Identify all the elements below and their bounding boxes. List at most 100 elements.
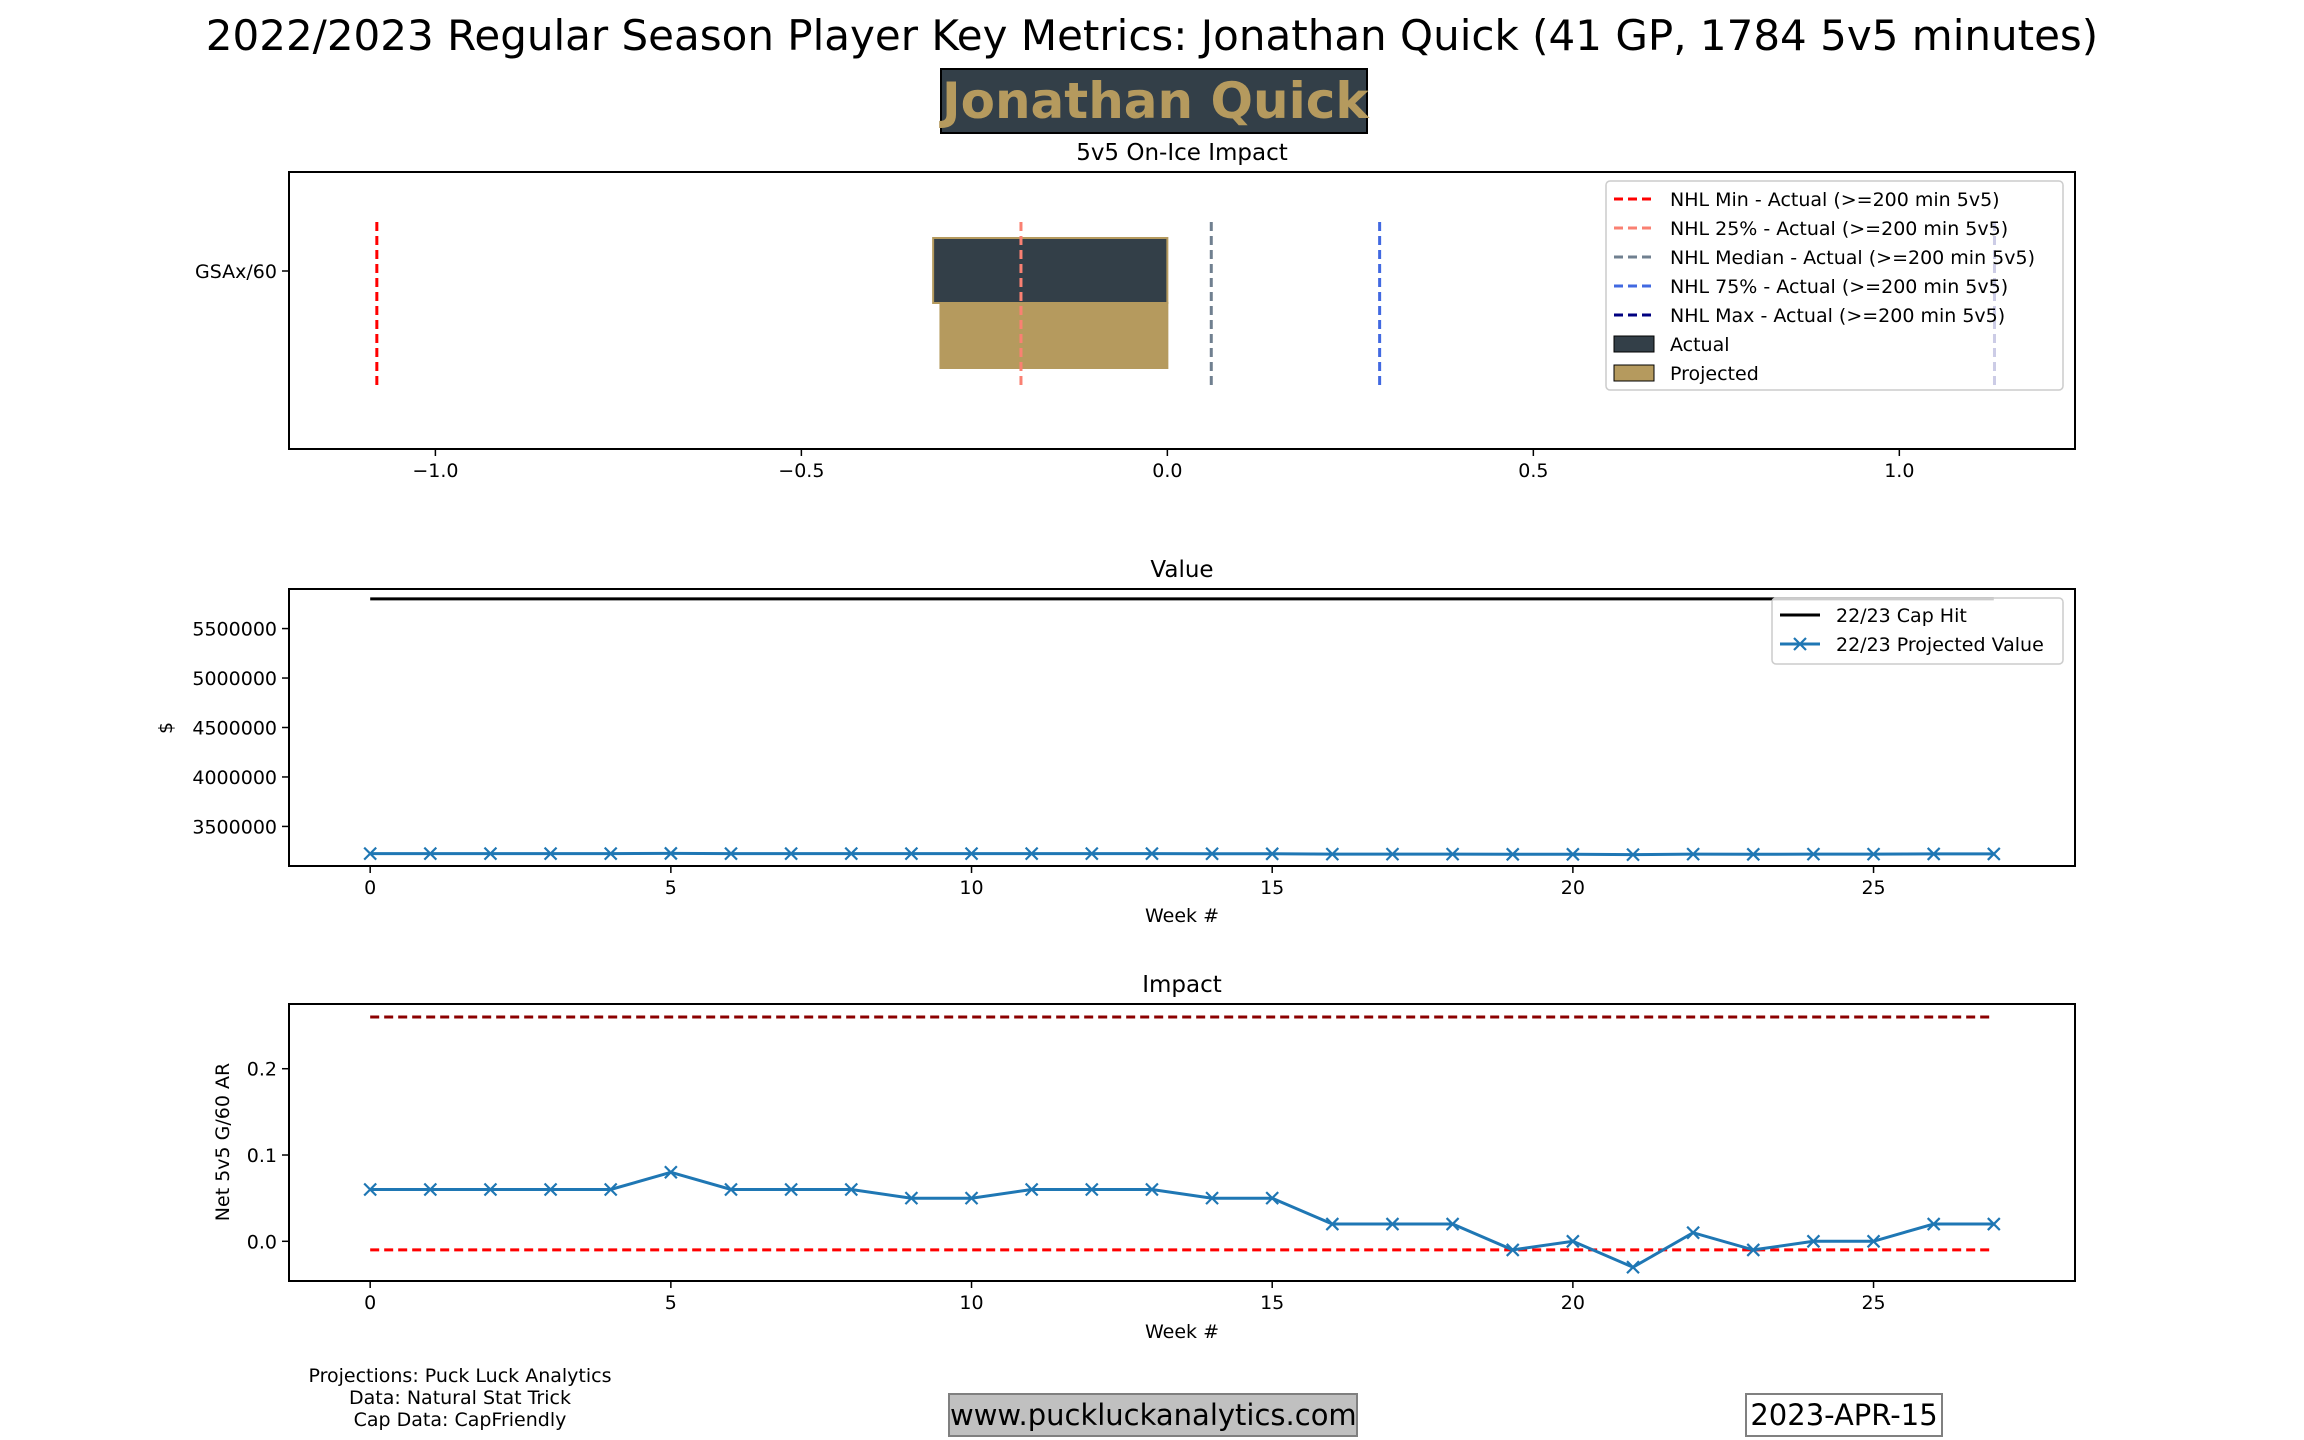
impact-point <box>664 1165 678 1180</box>
legend-swatch-actual <box>1613 335 1655 353</box>
x-tick-label: 0.0 <box>1152 460 1182 482</box>
impact-point <box>1626 1260 1640 1274</box>
projected-value-point <box>844 846 859 861</box>
impact-point <box>1265 1191 1279 1205</box>
y-tick-label: 4500000 <box>192 718 277 740</box>
legend: NHL Min - Actual (>=200 min 5v5) NHL 25% … <box>1605 180 2064 391</box>
chart-title: Value <box>1150 557 1213 583</box>
bar-actual <box>932 237 1169 304</box>
impact-point <box>844 1182 859 1197</box>
projected-value-point <box>543 846 558 861</box>
projected-value-point <box>1806 847 1821 861</box>
impact-point <box>1806 1234 1821 1249</box>
impact-point <box>1987 1217 2001 1231</box>
projected-value-point <box>724 846 738 861</box>
x-tick-label: 15 <box>1260 1292 1284 1314</box>
projected-value-point <box>1205 846 1219 861</box>
projected-value-point <box>1746 847 1761 862</box>
page-title: 2022/2023 Regular Season Player Key Metr… <box>205 11 2099 60</box>
projected-value-point <box>363 846 377 861</box>
projected-value-point <box>1926 847 1941 861</box>
projected-value-point <box>964 846 979 861</box>
projected-value-point <box>1265 847 1279 861</box>
credit-cap-data: Cap Data: CapFriendly <box>353 1409 567 1431</box>
projected-value-point <box>1987 847 2001 861</box>
y-axis-label: Net 5v5 G/60 AR <box>212 1063 234 1221</box>
projected-value-point <box>664 846 678 861</box>
x-tick-label: 10 <box>959 877 983 899</box>
chart-title: 5v5 On-Ice Impact <box>1076 140 1288 166</box>
plot-frame <box>288 171 2076 450</box>
y-tick-label: 5500000 <box>192 619 277 641</box>
impact-point <box>1085 1182 1099 1197</box>
projected-value-point <box>1686 847 1700 861</box>
projected-value-point <box>1566 847 1580 862</box>
impact-point <box>1325 1217 1340 1231</box>
legend-label: NHL Min - Actual (>=200 min 5v5) <box>1670 189 2000 211</box>
x-tick-label: 1.0 <box>1884 460 1914 482</box>
legend: 22/23 Cap Hit 22/23 Projected Value <box>1771 597 2064 665</box>
projected-value-point <box>1145 846 1159 861</box>
website-link[interactable]: www.puckluckanalytics.com <box>948 1393 1358 1437</box>
y-tick-label: GSAx/60 <box>195 261 277 283</box>
legend-swatch-projected <box>1613 364 1655 382</box>
legend-frame <box>1771 597 2064 665</box>
x-tick-label: 25 <box>1861 877 1885 899</box>
projected-value-point <box>1505 847 1520 862</box>
projected-value-point <box>1024 846 1039 861</box>
projected-value-line <box>370 851 1994 857</box>
projected-value-point <box>904 846 919 861</box>
y-tick-label: 0.0 <box>247 1231 277 1253</box>
projected-value-point <box>784 846 798 861</box>
impact-point <box>543 1182 558 1197</box>
y-tick-label: 5000000 <box>192 668 277 690</box>
impact-point <box>363 1182 377 1197</box>
impact-point <box>1866 1234 1881 1249</box>
projected-value-point <box>423 846 438 861</box>
projected-value-point <box>1445 847 1460 861</box>
impact-point <box>1505 1243 1520 1257</box>
x-tick-label: 0 <box>364 1292 376 1314</box>
y-tick-label: 0.2 <box>247 1059 277 1081</box>
legend-label: 22/23 Cap Hit <box>1836 605 1967 627</box>
x-axis-label: Week # <box>1145 1321 1219 1343</box>
x-tick-label: −1.0 <box>412 460 458 482</box>
impact-point <box>1746 1243 1761 1257</box>
impact-point <box>1686 1225 1700 1240</box>
impact-point <box>483 1182 498 1197</box>
impact-point <box>1205 1191 1219 1205</box>
date-badge: 2023-APR-15 <box>1745 1393 1943 1437</box>
bar-projected <box>939 302 1169 369</box>
legend-label: Projected <box>1670 363 1759 385</box>
impact-point <box>603 1182 618 1197</box>
impact-point <box>724 1182 738 1197</box>
impact-point <box>1024 1182 1039 1197</box>
impact-point <box>1145 1182 1159 1197</box>
legend-label: 22/23 Projected Value <box>1836 634 2044 656</box>
projected-value-point <box>1866 847 1881 861</box>
legend-label: NHL 25% - Actual (>=200 min 5v5) <box>1670 218 2008 240</box>
legend-label: NHL Max - Actual (>=200 min 5v5) <box>1670 305 2005 327</box>
x-axis-label: Week # <box>1145 905 1219 927</box>
legend-label: NHL Median - Actual (>=200 min 5v5) <box>1670 247 2035 269</box>
impact-point <box>423 1182 438 1197</box>
legend-label: NHL 75% - Actual (>=200 min 5v5) <box>1670 276 2008 298</box>
impact-point <box>1445 1217 1460 1231</box>
x-tick-label: 15 <box>1260 877 1284 899</box>
impact-line <box>370 1170 1994 1269</box>
projected-value-point <box>1325 847 1340 861</box>
projected-value-point <box>603 846 618 861</box>
impact-point <box>1385 1217 1400 1231</box>
x-tick-label: 0.5 <box>1518 460 1548 482</box>
x-tick-label: −0.5 <box>778 460 824 482</box>
credit-projections: Projections: Puck Luck Analytics <box>308 1365 612 1387</box>
plot-frame <box>288 1003 2076 1282</box>
y-tick-label: 3500000 <box>192 816 277 838</box>
impact-chart: Impact 0.0 0.1 0.2 0 5 10 15 20 25 Week # Net 5v5 G… <box>212 972 2076 1343</box>
legend-label: Actual <box>1670 334 1730 356</box>
y-tick-label: 4000000 <box>192 767 277 789</box>
impact-point <box>1926 1217 1941 1231</box>
projected-value-point <box>1385 847 1400 861</box>
y-axis-label: $ <box>155 722 177 734</box>
